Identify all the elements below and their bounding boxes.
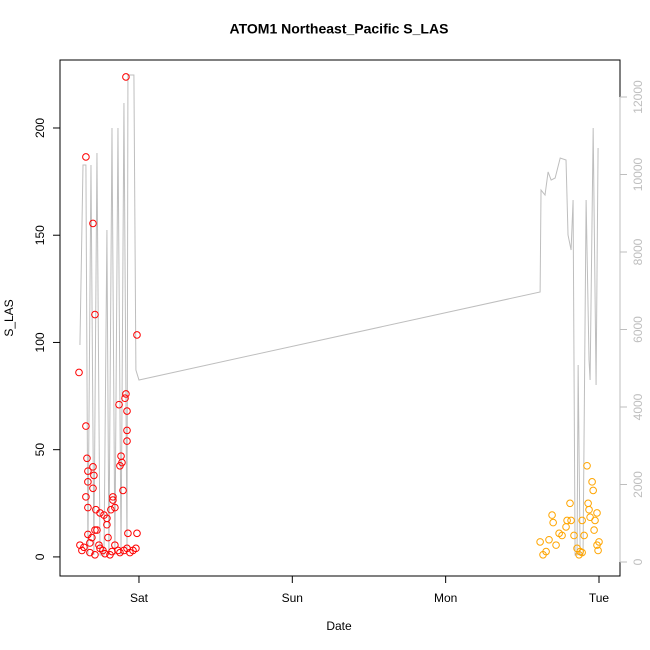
point — [121, 394, 129, 403]
point — [590, 526, 598, 534]
point — [133, 529, 141, 538]
point — [123, 407, 131, 415]
x-tick-label: Tue — [589, 591, 610, 605]
point — [95, 541, 103, 549]
point — [80, 543, 88, 552]
point — [118, 458, 126, 467]
point — [84, 503, 92, 512]
x-tick-label: Mon — [434, 591, 457, 605]
point — [133, 331, 141, 339]
point — [114, 546, 122, 555]
point — [552, 541, 560, 549]
x-tick-label: Sat — [130, 591, 149, 605]
point — [82, 153, 90, 161]
y2-tick-label: 12000 — [631, 80, 645, 114]
y2-tick-label: 0 — [631, 558, 645, 565]
point — [89, 484, 97, 493]
y-tick-label: 200 — [33, 118, 47, 138]
point — [122, 390, 130, 398]
point — [91, 526, 99, 534]
point — [567, 516, 575, 525]
chart-title: ATOM1 Northeast_Pacific S_LAS — [230, 21, 449, 37]
point — [86, 548, 94, 557]
point — [76, 541, 84, 549]
point — [96, 509, 104, 517]
y2-tick-label: 10000 — [631, 157, 645, 191]
y-tick-label: 150 — [33, 225, 47, 245]
y-tick-label: 100 — [33, 332, 47, 352]
point — [84, 530, 92, 539]
point — [116, 548, 124, 557]
point — [132, 544, 140, 553]
point — [109, 496, 117, 504]
point — [549, 518, 557, 527]
point — [111, 503, 119, 512]
point — [124, 529, 132, 538]
point — [123, 426, 131, 435]
x-tick-label: Sun — [282, 591, 303, 605]
point — [84, 478, 92, 486]
point — [82, 422, 90, 430]
point — [90, 471, 98, 480]
point — [93, 526, 101, 534]
point — [83, 454, 91, 463]
point — [588, 478, 596, 486]
point — [548, 511, 556, 519]
point — [595, 538, 603, 546]
y2-tick-label: 8000 — [631, 238, 645, 265]
point — [86, 539, 94, 547]
point — [109, 493, 117, 501]
point — [96, 544, 104, 553]
point — [578, 548, 586, 557]
point — [566, 499, 574, 508]
y2-tick-label: 2000 — [631, 471, 645, 498]
point — [115, 400, 123, 409]
y2-tick-label: 4000 — [631, 393, 645, 420]
point — [542, 547, 550, 556]
point — [89, 219, 97, 228]
y-axis-label: S_LAS — [2, 299, 16, 336]
point — [591, 516, 599, 525]
point — [589, 486, 597, 495]
point — [119, 486, 127, 495]
y-tick-label: 0 — [33, 553, 47, 560]
point — [578, 516, 586, 525]
point — [101, 549, 109, 558]
point — [91, 550, 99, 559]
point — [580, 531, 588, 540]
point — [75, 368, 83, 377]
point — [84, 467, 92, 475]
point — [103, 520, 111, 529]
point — [91, 310, 99, 319]
point — [122, 73, 130, 81]
point — [89, 463, 97, 471]
point — [82, 493, 90, 501]
point — [558, 531, 566, 540]
point — [107, 505, 115, 514]
point — [563, 516, 571, 525]
y2-tick-label: 6000 — [631, 316, 645, 343]
point — [594, 546, 602, 555]
point — [123, 437, 131, 445]
point — [545, 535, 553, 544]
point — [585, 505, 593, 514]
point — [104, 533, 112, 542]
y-tick-label: 50 — [33, 443, 47, 457]
x-axis-label: Date — [326, 619, 352, 633]
point — [583, 461, 591, 470]
point — [593, 509, 601, 517]
point — [536, 538, 544, 546]
point — [570, 531, 578, 540]
